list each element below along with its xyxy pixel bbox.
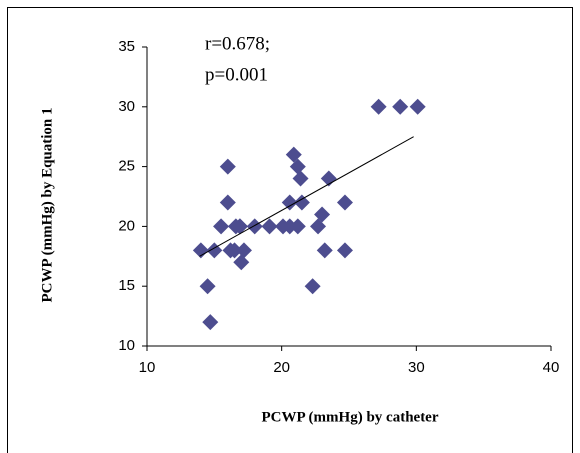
point: [261, 218, 278, 235]
point: [219, 158, 236, 175]
point: [392, 98, 409, 115]
point: [192, 242, 209, 259]
point: [219, 194, 236, 211]
point: [199, 278, 216, 295]
point: [213, 218, 230, 235]
point: [336, 194, 353, 211]
point: [336, 242, 353, 259]
point: [202, 314, 219, 331]
point: [409, 98, 426, 115]
point: [304, 278, 321, 295]
x-tick-label: 40: [543, 359, 560, 376]
point: [289, 218, 306, 235]
point: [293, 194, 310, 211]
y-axis-title: PCWP (mmHg) by Equation 1: [39, 107, 55, 302]
y-tick-label: 10: [118, 337, 135, 354]
y-tick-label: 25: [118, 158, 135, 175]
y-tick-label: 35: [118, 38, 135, 55]
annotation: p=0.001: [205, 64, 268, 85]
x-axis-title: PCWP (mmHg) by catheter: [261, 409, 438, 425]
point: [281, 218, 298, 235]
y-tick-label: 15: [118, 277, 135, 294]
point: [235, 242, 252, 259]
point: [246, 218, 263, 235]
x-tick-label: 20: [273, 359, 290, 376]
point: [316, 242, 333, 259]
y-tick-label: 30: [118, 98, 135, 115]
x-tick-label: 30: [408, 359, 425, 376]
chart-frame: [7, 7, 573, 453]
point: [314, 206, 331, 223]
point: [226, 242, 243, 259]
point: [233, 254, 250, 271]
point: [285, 146, 302, 163]
point: [320, 170, 337, 187]
point: [370, 98, 387, 115]
point: [231, 218, 248, 235]
point: [281, 194, 298, 211]
point: [289, 158, 306, 175]
x-tick-label: 10: [139, 359, 156, 376]
point: [292, 170, 309, 187]
trend-line: [199, 136, 414, 257]
annotation: r=0.678;: [205, 33, 270, 54]
y-tick-label: 20: [118, 217, 135, 234]
